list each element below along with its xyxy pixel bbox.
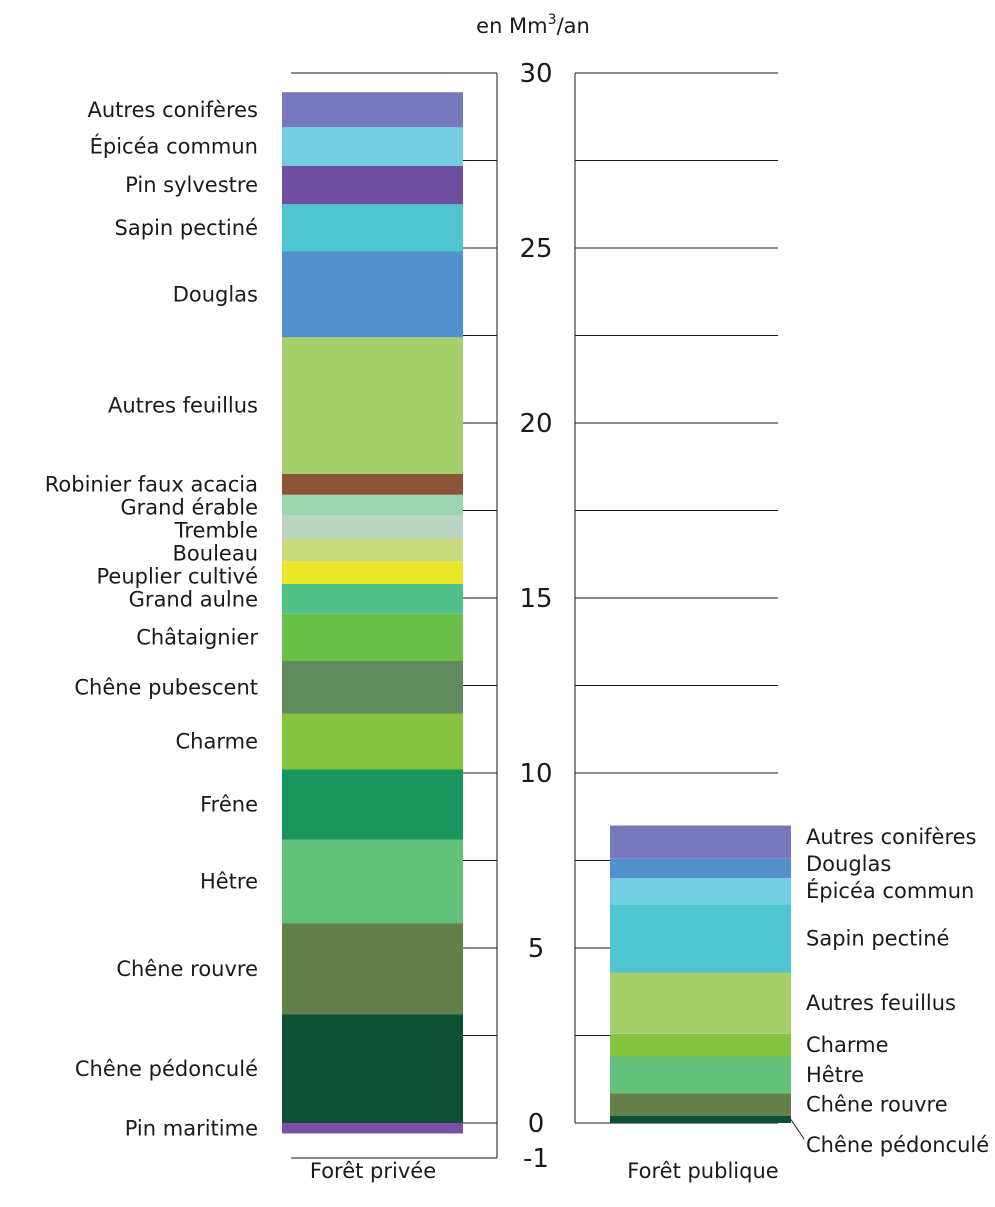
bar-segment-chene-pedoncule — [610, 1116, 791, 1123]
segment-label-autres-feuillus: Autres feuillus — [806, 991, 956, 1015]
y-tick-label: 5 — [528, 934, 545, 964]
segment-label-bouleau: Bouleau — [173, 541, 259, 565]
bar-segment-autres-coniferes — [610, 825, 791, 859]
bar-segment-autres-feuillus — [282, 337, 463, 474]
bar-segment-chene-pubescent — [282, 661, 463, 714]
segment-label-chene-pedoncule: Chêne pédonculé — [75, 1057, 258, 1081]
bar-segment-frene — [282, 769, 463, 840]
segment-label-pin-sylvestre: Pin sylvestre — [125, 173, 258, 197]
bar-segment-pin-sylvestre — [282, 165, 463, 205]
bar-segment-grand-erable — [282, 494, 463, 516]
unit-label: en Mm3/an — [476, 12, 590, 38]
bar-segment-chene-pedoncule — [282, 1014, 463, 1123]
bar-segment-autres-feuillus — [610, 972, 791, 1034]
bar-segment-epicea-commun — [282, 127, 463, 166]
segment-label-sapin-pectine: Sapin pectiné — [806, 926, 949, 950]
segment-label-sapin-pectine: Sapin pectiné — [115, 216, 258, 240]
leader-line — [790, 1119, 805, 1140]
bar-segment-grand-aulne — [282, 584, 463, 614]
segment-label-autres-coniferes: Autres conifères — [87, 98, 258, 122]
y-tick-label: 25 — [519, 234, 552, 264]
segment-label-hetre: Hêtre — [200, 870, 258, 894]
segment-label-grand-erable: Grand érable — [120, 495, 258, 519]
bar-segment-bouleau — [282, 538, 463, 562]
y-tick-label: 0 — [528, 1109, 545, 1139]
segment-label-epicea-commun: Épicéa commun — [806, 878, 974, 903]
bar-segment-tremble — [282, 515, 463, 539]
segment-label-peuplier-cultive: Peuplier cultivé — [97, 564, 258, 588]
segment-label-frene: Frêne — [200, 793, 258, 817]
bar-segment-charme — [282, 713, 463, 770]
segment-label-chene-pedoncule: Chêne pédonculé — [806, 1133, 989, 1157]
segment-label-douglas: Douglas — [173, 282, 258, 306]
segment-label-chataignier: Châtaignier — [136, 625, 258, 649]
segment-label-pin-maritime: Pin maritime — [125, 1116, 258, 1140]
category-label-foret-publique: Forêt publique — [627, 1159, 778, 1183]
segment-label-charme: Charme — [806, 1033, 888, 1057]
bar-segment-pin-maritime — [282, 1123, 463, 1134]
segment-label-robinier-faux-acacia: Robinier faux acacia — [45, 472, 258, 496]
unit-label-main: en Mm — [476, 14, 547, 38]
y-axis: 0 5 10 15 20 25 30 -1 — [496, 59, 576, 1174]
y-tick-label: 20 — [519, 409, 552, 439]
segment-label-chene-rouvre: Chêne rouvre — [806, 1093, 948, 1117]
segment-label-autres-feuillus: Autres feuillus — [108, 394, 258, 418]
segment-label-tremble: Tremble — [174, 518, 258, 542]
y-tick-label: 30 — [519, 59, 552, 89]
bar-segment-robinier-faux-acacia — [282, 473, 463, 495]
bar-segment-douglas — [282, 251, 463, 338]
unit-label-tail: /an — [557, 14, 590, 38]
bar-segment-chataignier — [282, 613, 463, 661]
bar-segment-chene-rouvre — [282, 923, 463, 1015]
segment-labels-foret-privee: Autres conifères Épicéa commun Pin sylvest… — [45, 98, 259, 1141]
bar-segment-charme — [610, 1033, 791, 1057]
bar-segment-hetre — [610, 1056, 791, 1094]
bar-segment-chene-rouvre — [610, 1093, 791, 1116]
bar-segment-sapin-pectine — [282, 204, 463, 252]
segment-label-charme: Charme — [176, 730, 258, 754]
bar-segment-sapin-pectine — [610, 904, 791, 973]
segment-label-chene-pubescent: Chêne pubescent — [74, 675, 258, 699]
bar-foret-privee — [282, 92, 463, 1134]
unit-label-sup: 3 — [548, 12, 557, 28]
segment-label-epicea-commun: Épicéa commun — [90, 134, 258, 159]
bar-foret-publique — [610, 825, 791, 1123]
segment-label-grand-aulne: Grand aulne — [129, 587, 258, 611]
y-tick-label: -1 — [523, 1144, 549, 1174]
segment-label-douglas: Douglas — [806, 852, 891, 876]
category-label-foret-privee: Forêt privée — [310, 1159, 436, 1183]
bar-segment-douglas — [610, 858, 791, 878]
bar-segment-epicea-commun — [610, 878, 791, 905]
segment-labels-foret-publique: Chêne pédonculé Chêne rouvre Hêtre Charme Au… — [790, 825, 989, 1157]
segment-label-chene-rouvre: Chêne rouvre — [116, 957, 258, 981]
segment-label-hetre: Hêtre — [806, 1063, 864, 1087]
bar-segment-autres-coniferes — [282, 92, 463, 128]
bar-segment-peuplier-cultive — [282, 561, 463, 584]
bar-segment-hetre — [282, 839, 463, 924]
y-tick-label: 15 — [519, 584, 552, 614]
y-tick-label: 10 — [519, 759, 552, 789]
segment-label-autres-coniferes: Autres conifères — [806, 825, 977, 849]
